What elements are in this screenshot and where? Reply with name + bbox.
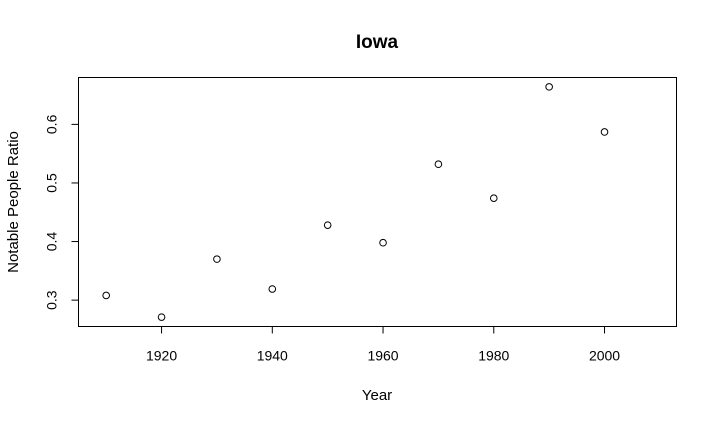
y-tick-label: 0.5 — [44, 173, 60, 193]
data-point — [545, 83, 553, 91]
data-point — [323, 221, 332, 229]
x-axis: 1920 1940 1960 1980 2000 — [146, 326, 620, 364]
y-tick-label: 0.3 — [44, 290, 60, 310]
y-tick-label: 0.4 — [44, 232, 60, 252]
chart-title: Iowa — [356, 32, 399, 53]
data-point — [268, 285, 277, 293]
data-point — [600, 128, 609, 136]
x-tick-label: 1980 — [478, 348, 509, 364]
data-point — [434, 160, 443, 169]
data-points — [102, 83, 609, 321]
data-point — [157, 313, 166, 321]
data-point — [213, 255, 221, 263]
data-point — [102, 291, 110, 300]
x-tick-label: 1940 — [257, 348, 288, 364]
plot-area-frame — [78, 77, 677, 327]
x-axis-label: Year — [362, 387, 392, 404]
x-tick-label: 1920 — [146, 348, 177, 364]
y-tick-label: 0.6 — [44, 114, 60, 134]
x-tick-label: 2000 — [589, 348, 620, 364]
data-point — [489, 194, 498, 202]
y-axis: 0.3 0.4 0.5 0.6 — [44, 114, 79, 310]
x-tick-label: 1960 — [367, 348, 398, 364]
data-point — [379, 238, 387, 247]
y-axis-label: Notable People Ratio — [5, 131, 22, 273]
